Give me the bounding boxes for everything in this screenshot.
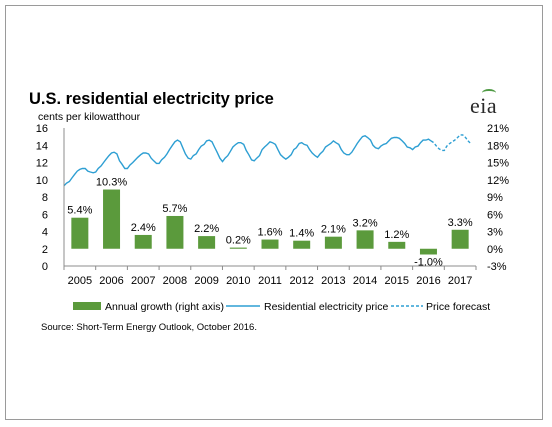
- residential-price-line: [63, 135, 432, 187]
- left-tick-label: 14: [36, 140, 48, 152]
- left-tick-label: 4: [42, 227, 48, 239]
- growth-bars: [71, 189, 469, 255]
- left-tick-label: 2: [42, 244, 48, 256]
- x-tick-label: 2005: [68, 275, 92, 287]
- right-tick-label: 9%: [487, 192, 503, 204]
- growth-bar: [166, 215, 184, 249]
- growth-bar: [388, 241, 406, 249]
- growth-bar-label: 1.6%: [257, 227, 282, 239]
- growth-bar-labels: 5.4% 10.3% 2.4% 5.7% 2.2% 0.2% 1.6% 1.4% 2.1% 3.2…: [67, 177, 473, 269]
- right-tick-label: 3%: [487, 227, 503, 239]
- legend-label-growth: Annual growth (right axis): [105, 301, 224, 313]
- x-tick-label: 2006: [99, 275, 123, 287]
- right-tick-label: 6%: [487, 209, 503, 221]
- legend: Annual growth (right axis) Residential el…: [73, 301, 490, 313]
- x-tick-label: 2012: [289, 275, 313, 287]
- growth-bar: [229, 247, 247, 249]
- growth-bar: [71, 217, 89, 249]
- right-tick-label: 12%: [487, 175, 509, 187]
- left-tick-label: 16: [36, 123, 48, 135]
- left-tick-label: 0: [42, 261, 48, 273]
- x-tick-label: 2015: [385, 275, 409, 287]
- growth-bar: [103, 189, 121, 249]
- growth-bar-label: 2.1%: [321, 224, 346, 236]
- growth-bar-label: 5.4%: [67, 205, 92, 217]
- price-lines: [63, 134, 472, 187]
- right-axis-ticks: -3% 0% 3% 6% 9% 12% 15% 18% 21%: [487, 123, 509, 273]
- growth-bar: [324, 236, 342, 249]
- growth-bar-label: 1.2%: [384, 229, 409, 241]
- x-tick-label: 2017: [448, 275, 472, 287]
- growth-bar-label: 2.4%: [131, 222, 156, 234]
- right-tick-label: 18%: [487, 140, 509, 152]
- eia-logo: eia: [470, 93, 498, 118]
- growth-bar: [134, 234, 152, 249]
- growth-bar-label: 3.2%: [353, 217, 378, 229]
- left-tick-label: 10: [36, 175, 48, 187]
- chart-frame: [5, 5, 543, 420]
- x-tick-label: 2014: [353, 275, 377, 287]
- growth-bar-label: 2.2%: [194, 223, 219, 235]
- x-tick-label: 2007: [131, 275, 155, 287]
- chart-axes: [63, 128, 477, 270]
- right-tick-label: -3%: [487, 261, 507, 273]
- growth-bar: [261, 239, 279, 249]
- growth-bar-label: 10.3%: [96, 177, 127, 189]
- right-tick-label: 0%: [487, 244, 503, 256]
- growth-bar-label: -1.0%: [414, 257, 443, 269]
- legend-label-forecast: Price forecast: [426, 301, 490, 313]
- growth-bar: [451, 229, 469, 249]
- right-tick-label: 21%: [487, 123, 509, 135]
- chart-subtitle: cents per kilowatthour: [38, 111, 141, 123]
- growth-bar-label: 3.3%: [448, 217, 473, 229]
- left-tick-label: 12: [36, 158, 48, 170]
- growth-bar: [356, 230, 374, 249]
- growth-bar: [419, 248, 437, 255]
- growth-bar: [293, 240, 311, 249]
- legend-swatch-growth: [73, 302, 101, 310]
- left-axis-ticks: 0 2 4 6 8 10 12 14 16: [36, 123, 48, 273]
- left-tick-label: 8: [42, 192, 48, 204]
- x-tick-label: 2010: [226, 275, 250, 287]
- x-tick-label: 2013: [321, 275, 345, 287]
- right-tick-label: 15%: [487, 158, 509, 170]
- growth-bar: [198, 236, 216, 249]
- chart-title: U.S. residential electricity price: [29, 90, 274, 108]
- eia-logo-arc: [482, 89, 496, 97]
- price-forecast-line: [430, 134, 472, 152]
- left-tick-label: 6: [42, 209, 48, 221]
- x-axis-ticks: 2005 2006 2007 2008 2009 2010 2011 2012 2013 2014…: [68, 275, 473, 287]
- growth-bar-label: 5.7%: [162, 203, 187, 215]
- source-note: Source: Short-Term Energy Outlook, Octob…: [41, 322, 257, 333]
- x-tick-label: 2016: [416, 275, 440, 287]
- legend-label-price: Residential electricity price: [264, 301, 388, 313]
- x-tick-label: 2009: [194, 275, 218, 287]
- growth-bar-label: 1.4%: [289, 228, 314, 240]
- x-tick-label: 2011: [258, 275, 282, 287]
- growth-bar-label: 0.2%: [226, 235, 251, 247]
- x-tick-label: 2008: [163, 275, 187, 287]
